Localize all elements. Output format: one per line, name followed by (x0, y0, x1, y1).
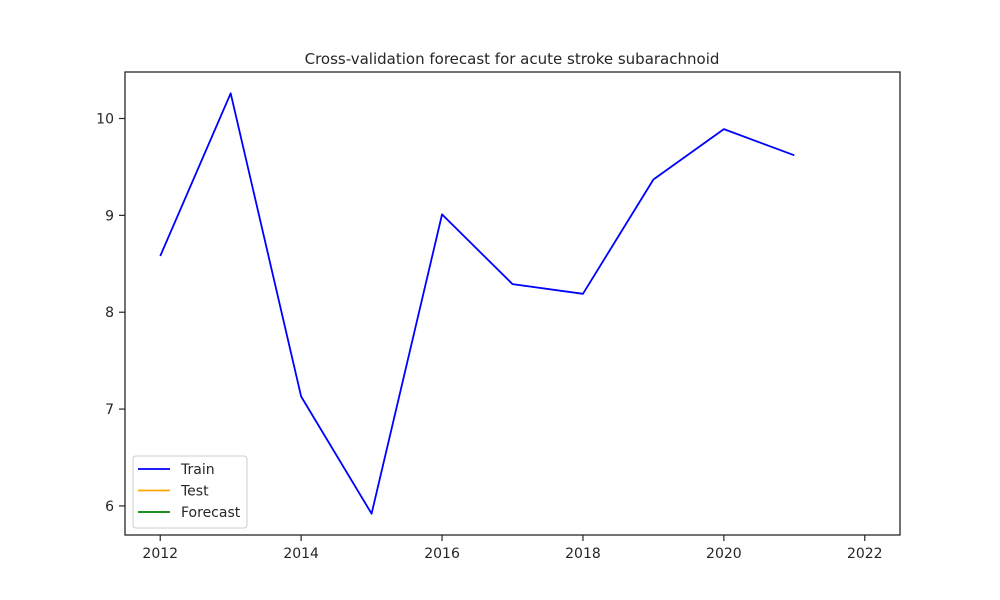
series-layer (159, 92, 795, 515)
y-tick-label: 6 (105, 499, 114, 515)
y-tick-label: 8 (105, 305, 114, 321)
x-tick-label: 2020 (706, 546, 742, 562)
x-tick-label: 2014 (283, 546, 319, 562)
x-tick-label: 2022 (847, 546, 883, 562)
chart-title: Cross-validation forecast for acute stro… (305, 50, 720, 68)
x-axis: 2012 2014 2016 2018 2020 2022 (142, 535, 883, 562)
y-axis: 6 7 8 9 10 (96, 111, 125, 515)
y-tick-label: 9 (105, 208, 114, 224)
legend-label-forecast: Forecast (181, 505, 241, 521)
y-tick-label: 10 (96, 111, 114, 127)
legend: Train Test Forecast (132, 455, 248, 529)
x-tick-label: 2012 (142, 546, 178, 562)
legend-label-train: Train (180, 462, 215, 478)
legend-box (132, 455, 248, 529)
legend-label-test: Test (180, 484, 209, 500)
y-tick-label: 7 (105, 402, 114, 418)
plot-frame (124, 71, 901, 536)
x-tick-label: 2018 (565, 546, 601, 562)
series-line-train (159, 92, 795, 515)
x-tick-label: 2016 (424, 546, 460, 562)
